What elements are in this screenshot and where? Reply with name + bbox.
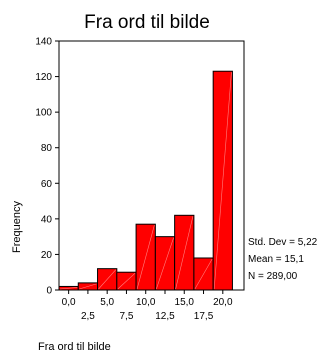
y-tick-label: 140 [35,37,52,48]
x-axis-label: Fra ord til bilde [38,341,111,353]
y-tick-label: 80 [41,143,53,154]
histogram-bar [174,214,195,291]
histogram-bar [193,257,214,291]
histogram-bar [58,285,79,291]
std-dev-stat: Std. Dev = 5,22 [248,237,318,248]
bar-texture [213,72,232,290]
plot-frame [58,40,245,291]
histogram-bar [116,271,137,291]
x-axis: 0,0 5,0 10,0 15,0 20,0 2,5 7,5 12,5 17,5 [62,290,233,322]
histogram-bar [77,282,99,291]
bar-texture [136,225,155,290]
bar-texture [98,269,117,290]
bar-texture [59,287,78,290]
histogram-bar [135,223,156,291]
x-tick-label: 20,0 [213,297,233,308]
chart-title: Fra ord til bilde [84,12,210,33]
y-tick-label: 40 [41,214,53,225]
bar-texture [117,272,136,290]
y-tick-label: 60 [41,179,53,190]
y-axis: 0 20 40 60 80 100 120 140 [35,37,59,297]
histogram-bar [154,236,176,291]
x-tick-label: 17,5 [194,311,214,322]
x-tick-label: 10,0 [136,297,156,308]
y-tick-label: 0 [46,286,52,297]
bar-texture [194,258,213,290]
n-stat: N = 289,00 [248,271,298,282]
x-tick-label: 7,5 [119,311,133,322]
x-tick-label: 5,0 [100,297,114,308]
bar-texture [156,237,174,290]
histogram-bar [212,70,233,291]
y-tick-label: 100 [35,108,52,119]
bar-texture [79,283,97,290]
bars-layer [58,70,233,291]
x-tick-label: 2,5 [81,311,95,322]
x-tick-label: 15,0 [175,297,195,308]
bar-texture [175,216,194,290]
x-tick-label: 12,5 [155,311,175,322]
histogram-bar [97,268,118,291]
mean-stat: Mean = 15,1 [248,254,304,265]
y-tick-label: 20 [41,250,53,261]
x-tick-label: 0,0 [62,297,76,308]
y-axis-label: Frequency [11,201,23,253]
y-tick-label: 120 [35,72,52,83]
